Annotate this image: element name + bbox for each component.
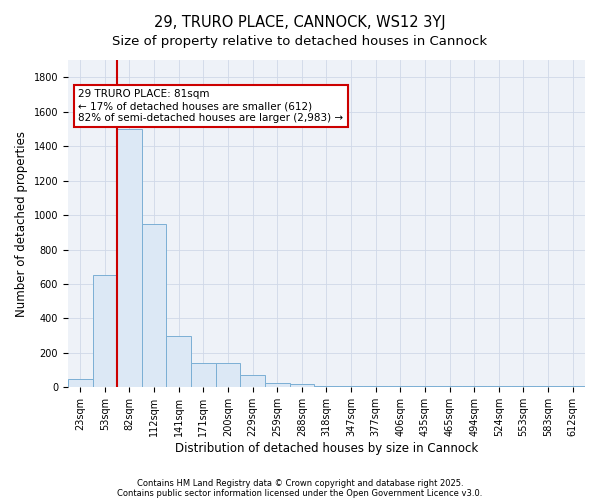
Bar — [191, 363, 215, 388]
Bar — [462, 386, 487, 388]
Bar — [560, 386, 585, 388]
Bar — [265, 383, 290, 388]
X-axis label: Distribution of detached houses by size in Cannock: Distribution of detached houses by size … — [175, 442, 478, 455]
Bar — [339, 386, 364, 388]
Text: Contains HM Land Registry data © Crown copyright and database right 2025.: Contains HM Land Registry data © Crown c… — [137, 478, 463, 488]
Bar — [68, 378, 92, 388]
Text: Contains public sector information licensed under the Open Government Licence v3: Contains public sector information licen… — [118, 488, 482, 498]
Bar — [413, 386, 437, 388]
Bar — [511, 386, 536, 388]
Text: Size of property relative to detached houses in Cannock: Size of property relative to detached ho… — [112, 35, 488, 48]
Bar — [240, 376, 265, 388]
Bar — [364, 386, 388, 388]
Bar — [166, 336, 191, 388]
Bar — [314, 386, 339, 388]
Text: 29, TRURO PLACE, CANNOCK, WS12 3YJ: 29, TRURO PLACE, CANNOCK, WS12 3YJ — [154, 15, 446, 30]
Bar — [487, 386, 511, 388]
Text: 29 TRURO PLACE: 81sqm
← 17% of detached houses are smaller (612)
82% of semi-det: 29 TRURO PLACE: 81sqm ← 17% of detached … — [78, 90, 343, 122]
Bar — [117, 129, 142, 388]
Bar — [437, 386, 462, 388]
Bar — [536, 386, 560, 388]
Bar — [92, 276, 117, 388]
Y-axis label: Number of detached properties: Number of detached properties — [15, 130, 28, 316]
Bar — [215, 363, 240, 388]
Bar — [388, 386, 413, 388]
Bar — [290, 384, 314, 388]
Bar — [142, 224, 166, 388]
